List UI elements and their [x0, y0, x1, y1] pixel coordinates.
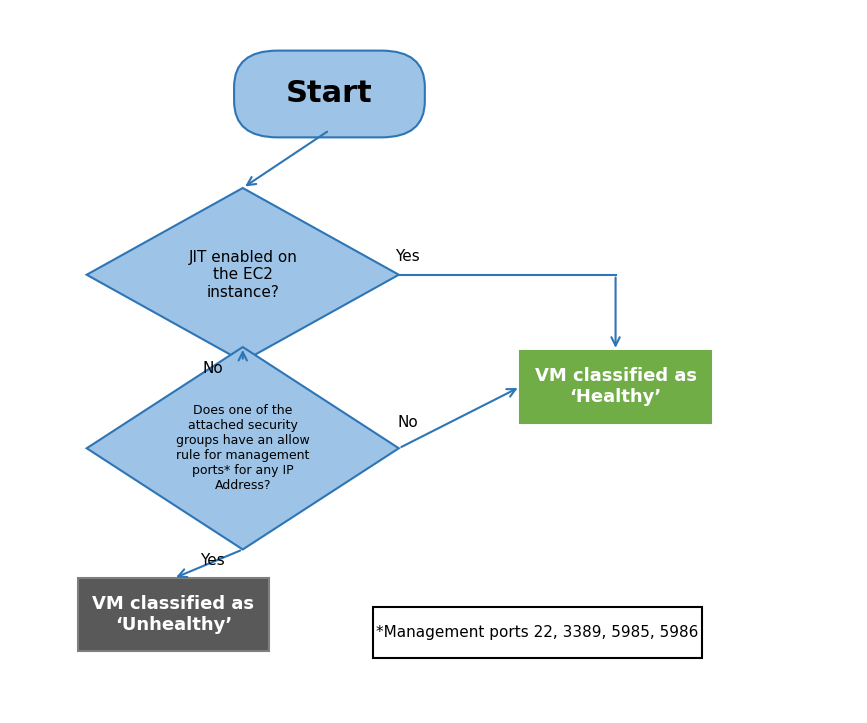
Text: No: No [202, 362, 223, 376]
FancyBboxPatch shape [520, 351, 711, 423]
FancyBboxPatch shape [234, 51, 425, 137]
Text: Does one of the
attached security
groups have an allow
rule for management
ports: Does one of the attached security groups… [176, 404, 310, 492]
Text: *Management ports 22, 3389, 5985, 5986: *Management ports 22, 3389, 5985, 5986 [376, 625, 699, 640]
Text: Start: Start [286, 80, 373, 108]
Text: VM classified as
‘Healthy’: VM classified as ‘Healthy’ [535, 367, 696, 406]
Text: No: No [397, 416, 418, 430]
FancyBboxPatch shape [78, 578, 269, 651]
FancyBboxPatch shape [373, 607, 702, 658]
Text: JIT enabled on
the EC2
instance?: JIT enabled on the EC2 instance? [188, 250, 297, 299]
Text: Yes: Yes [395, 249, 420, 264]
Text: VM classified as
‘Unhealthy’: VM classified as ‘Unhealthy’ [93, 595, 254, 634]
Polygon shape [87, 347, 399, 549]
Polygon shape [87, 188, 399, 362]
Text: Yes: Yes [200, 553, 225, 568]
